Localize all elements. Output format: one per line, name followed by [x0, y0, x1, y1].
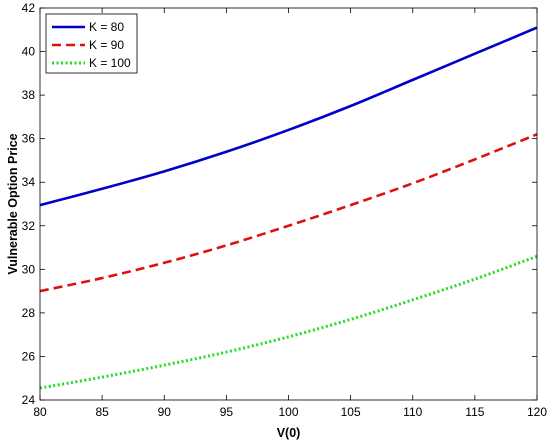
y-tick-label: 26: [22, 349, 36, 363]
series-line-k90: [39, 133, 538, 293]
y-tick-label: 34: [22, 175, 36, 189]
legend: K = 80 K = 90 K = 100: [45, 13, 138, 74]
legend-label-k80: K = 80: [89, 20, 124, 34]
series-layer: [39, 26, 538, 390]
x-tick-label: 85: [95, 405, 109, 419]
y-tick-label: 40: [22, 45, 36, 59]
legend-label-k100: K = 100: [89, 56, 131, 70]
plot-frame: [39, 7, 538, 401]
y-tick-label: 36: [22, 132, 36, 146]
y-tick-label: 32: [22, 219, 36, 233]
series-line-k100: [39, 254, 538, 390]
tick-layer: 80 85 90 95 100 105 110 115 120 24 26 28 30 32 34 36 38 4…: [22, 1, 548, 419]
x-tick-label: 100: [278, 405, 298, 419]
series-line-k80: [39, 26, 538, 207]
x-tick-label: 110: [403, 405, 422, 419]
y-tick-label: 38: [22, 88, 36, 102]
x-tick-label: 90: [158, 405, 172, 419]
y-tick-label: 30: [22, 262, 36, 276]
x-tick-label: 120: [527, 405, 547, 419]
x-tick-label: 115: [465, 405, 484, 419]
x-tick-label: 95: [220, 405, 234, 419]
x-tick-label: 80: [33, 405, 47, 419]
legend-label-k90: K = 90: [89, 38, 124, 52]
y-tick-label: 28: [22, 306, 36, 320]
x-tick-label: 105: [341, 405, 361, 419]
y-axis-label: Vulnerable Option Price: [6, 133, 20, 274]
y-tick-label: 42: [22, 1, 36, 15]
y-tick-label: 24: [22, 393, 36, 407]
x-axis-label: V(0): [277, 426, 301, 440]
